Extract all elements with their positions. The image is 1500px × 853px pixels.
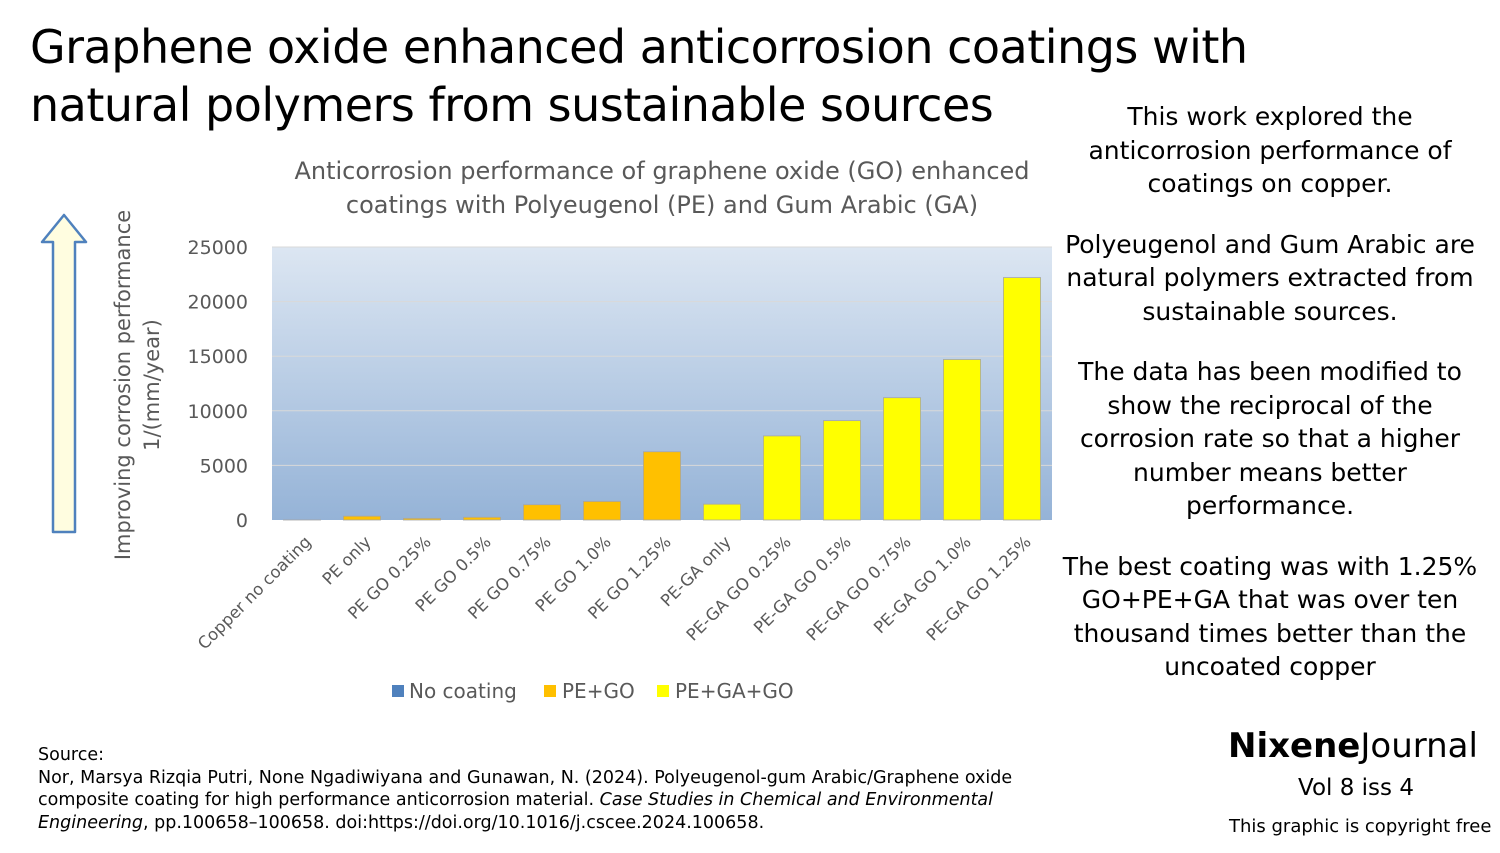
legend-swatch-pe-ga-go [657,685,669,697]
source-citation: Source: Nor, Marsya Rizqia Putri, None N… [38,744,1018,834]
bar-11 [943,359,982,521]
source-reference: Nor, Marsya Rizqia Putri, None Ngadiwiya… [38,767,1018,835]
up-arrow-shape [40,213,88,534]
source-text-before: Nor, Marsya Rizqia Putri, None Ngadiwiya… [38,767,1013,811]
bar-8 [763,435,802,521]
source-text-after: , pp.100658–100658. doi:https://doi.org/… [143,812,765,833]
brand-bold: Nixene [1228,726,1361,766]
y-tick-label-4: 20000 [188,292,248,314]
page-title-line-2: natural polymers from sustainable source… [30,78,994,132]
up-arrow-icon [40,213,88,534]
volume-issue: Vol 8 iss 4 [1298,775,1414,801]
bar-10 [883,397,922,521]
bar-9 [823,420,862,521]
gridlines [272,246,1052,466]
bar-12 [1003,277,1042,521]
legend-label-pe-ga-go: PE+GA+GO [675,679,794,703]
bar-6 [643,451,682,521]
copyright-note: This graphic is copyright free [1229,816,1492,837]
chart-title-line-2: coatings with Polyeugenol (PE) and Gum A… [346,191,978,219]
page-title-line-1: Graphene oxide enhanced anticorrosion co… [30,20,1248,74]
source-label: Source: [38,745,105,765]
y-axis-label-line-1: Improving corrosion performance [111,210,135,560]
x-tick-label-0: Copper no coating [194,532,315,653]
x-tick-label-1: PE only [319,532,375,588]
explanation-paragraph-3: The data has been modified to show the r… [1078,357,1462,520]
explanation-panel: This work explored the anticorrosion per… [1062,100,1478,711]
explanation-paragraph-4: The best coating was with 1.25% GO+PE+GA… [1062,551,1478,682]
chart-title-line-1: Anticorrosion performance of graphene ox… [294,157,1029,185]
bar-4 [522,504,561,521]
bar-1 [342,515,381,521]
y-tick-label-5: 25000 [188,237,248,259]
bar-chart: Anticorrosion performance of graphene ox… [111,157,1052,703]
x-tick-label-8: PE-GA GO 0.25% [683,532,795,644]
bar-5 [582,501,621,521]
y-tick-label-3: 15000 [188,346,248,368]
journal-brand: NixeneJournal [1228,726,1478,766]
explanation-paragraph-1: This work explored the anticorrosion per… [1088,102,1452,198]
bar-7 [703,503,742,521]
y-axis-label-line-2: 1/(mm/year) [140,319,164,451]
y-axis-ticks: 0 5000 10000 15000 20000 25000 [188,237,248,532]
x-tick-label-10: PE-GA GO 0.75% [803,532,915,644]
bar-3 [462,516,501,521]
y-tick-label-2: 10000 [188,401,248,423]
y-axis-label: Improving corrosion performance 1/(mm/ye… [111,210,164,560]
legend-swatch-no-coating [392,685,404,697]
legend-label-no-coating: No coating [409,679,517,703]
bars [282,277,1042,521]
legend: No coating PE+GO PE+GA+GO [392,679,794,703]
x-tick-label-12: PE-GA GO 1.25% [923,532,1035,644]
brand-regular: Journal [1360,726,1478,766]
y-tick-label-1: 5000 [200,455,248,477]
legend-label-pe-go: PE+GO [562,679,635,703]
legend-swatch-pe-go [544,685,556,697]
bar-2 [402,517,441,521]
explanation-paragraph-2: Polyeugenol and Gum Arabic are natural p… [1065,229,1475,326]
y-tick-label-0: 0 [236,510,248,532]
source-journal-name: Case Studies in Chemical and Environment… [38,790,994,833]
page-title: Graphene oxide enhanced anticorrosion co… [30,18,1290,134]
